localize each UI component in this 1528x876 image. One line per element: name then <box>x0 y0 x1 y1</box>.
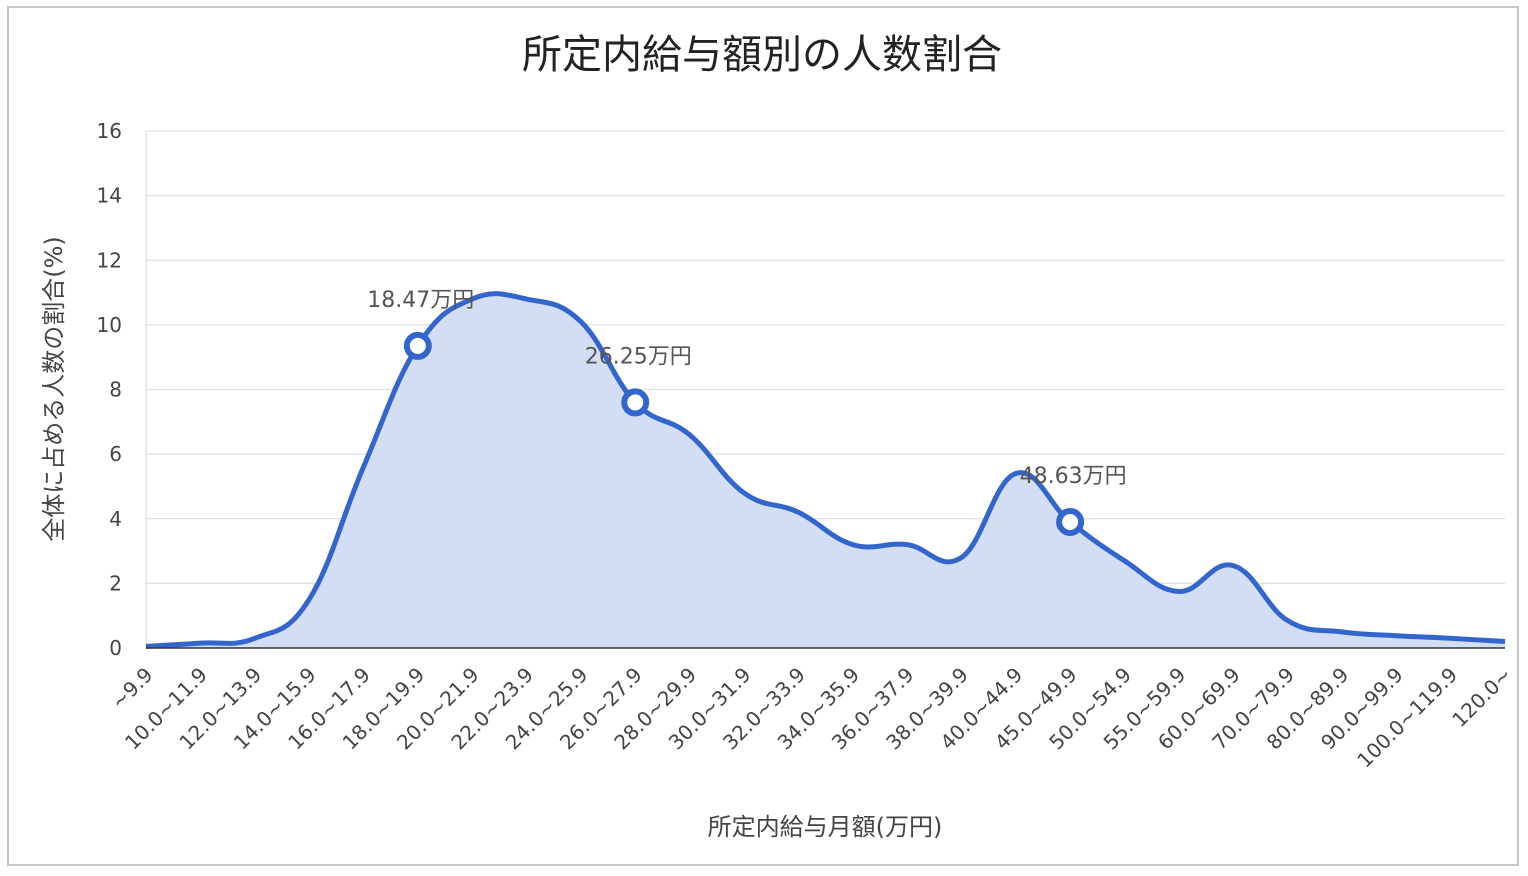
x-axis-title: 所定内給与月額(万円) <box>708 813 943 841</box>
y-tick-label: 16 <box>97 119 122 143</box>
area-fill <box>146 293 1505 648</box>
y-tick-label: 14 <box>97 184 122 208</box>
y-axis-title: 全体に占める人数の割合(%) <box>40 236 68 542</box>
annotation-label: 26.25万円 <box>585 344 692 369</box>
x-tick-label: 120.0~ <box>1447 663 1516 732</box>
y-tick-label: 12 <box>97 248 122 272</box>
y-tick-label: 0 <box>109 636 122 660</box>
y-tick-label: 4 <box>109 507 122 531</box>
annotation-marker <box>403 331 432 360</box>
x-axis-ticks: ~9.910.0~11.912.0~13.914.0~15.916.0~17.9… <box>106 663 1516 773</box>
y-tick-label: 10 <box>97 313 122 337</box>
chart-frame <box>7 6 1519 866</box>
annotation-markers: 18.47万円 26.25万円 48.63万円 <box>367 288 1127 536</box>
y-tick-label: 6 <box>109 442 122 466</box>
y-tick-label: 2 <box>109 571 122 595</box>
y-tick-label: 8 <box>109 378 122 402</box>
annotation-label: 18.47万円 <box>367 288 474 313</box>
annotation-marker <box>1056 507 1085 536</box>
series-line <box>145 291 1506 649</box>
x-tick-label: ~9.9 <box>106 663 157 714</box>
annotation-marker <box>621 388 650 417</box>
chart-title: 所定内給与額別の人数割合 <box>522 32 1002 78</box>
y-axis-ticks: 0 2 4 6 8 10 12 14 16 <box>97 119 122 660</box>
annotation-label: 48.63万円 <box>1020 464 1127 489</box>
